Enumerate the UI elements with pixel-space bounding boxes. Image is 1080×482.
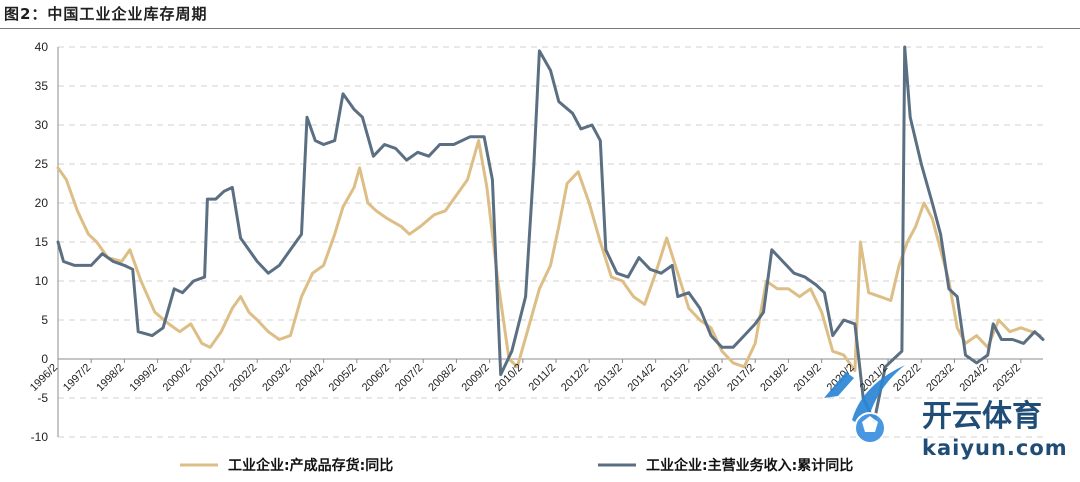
y-tick-labels: -10 -5 0 5 10 15 20 25 30 35 40: [31, 40, 49, 444]
x-tick-label: 2024/2: [958, 362, 990, 394]
x-tick-label: 2012/2: [559, 362, 591, 394]
y-tick-label: 10: [35, 274, 49, 288]
watermark-logo: 开云体育 kaiyun.com: [824, 365, 1068, 460]
x-tick-label: 2005/2: [327, 362, 359, 394]
legend: 工业企业:产成品存货:同比 工业企业:主营业务收入:累计同比: [180, 457, 853, 474]
x-tick-label: 1997/2: [61, 362, 93, 394]
x-tick-label: 1999/2: [127, 362, 159, 394]
x-tick-label: 2000/2: [161, 362, 193, 394]
x-tick-label: 2013/2: [592, 362, 624, 394]
watermark-url: kaiyun.com: [922, 436, 1068, 460]
series-lines: [56, 45, 1045, 423]
x-tick-label: 2023/2: [924, 362, 956, 394]
x-tick-label: 2002/2: [227, 362, 259, 394]
y-tick-label: 25: [35, 157, 49, 171]
y-tick-label: 0: [41, 352, 48, 366]
x-tick-label: 2009/2: [459, 362, 491, 394]
watermark-k-swoosh: [824, 365, 905, 430]
x-tick-label: 2019/2: [791, 362, 823, 394]
x-tick-label: 2025/2: [991, 362, 1023, 394]
legend-label-revenue: 工业企业:主营业务收入:累计同比: [646, 457, 853, 474]
x-tick-label: 2007/2: [393, 362, 425, 394]
y-tick-label: 5: [41, 313, 48, 327]
legend-label-inventory: 工业企业:产成品存货:同比: [228, 457, 393, 474]
y-tick-label: 30: [35, 118, 49, 132]
watermark-ball-pattern: [862, 416, 878, 432]
y-tick-label: -10: [31, 430, 49, 444]
x-tick-label: 2018/2: [758, 362, 790, 394]
x-tick-label: 2022/2: [891, 362, 923, 394]
y-tick-label: 40: [35, 40, 49, 54]
figure-title: 图2：中国工业企业库存周期: [4, 5, 208, 23]
title-rule: [0, 28, 1080, 29]
x-tick-label: 2010/2: [493, 362, 525, 394]
x-tick-label: 2011/2: [526, 362, 558, 394]
series-line-inventory: [56, 139, 1042, 373]
x-tick-label: 2014/2: [625, 362, 657, 394]
x-tick-label: 2003/2: [260, 362, 292, 394]
x-tick-label: 2015/2: [659, 362, 691, 394]
y-tick-label: 35: [35, 79, 49, 93]
x-tick-label: 2001/2: [194, 362, 226, 394]
x-tick-label: 2008/2: [426, 362, 458, 394]
x-tick-label: 2016/2: [692, 362, 724, 394]
y-tick-label: 20: [35, 196, 49, 210]
x-tick-label: 2004/2: [293, 362, 325, 394]
x-tick-label: 2006/2: [360, 362, 392, 394]
x-tick-label: 1998/2: [94, 362, 126, 394]
y-tick-label: 15: [35, 235, 49, 249]
watermark-brand: 开云体育: [922, 399, 1042, 434]
series-line-revenue: [56, 45, 1045, 423]
y-tick-label: -5: [37, 391, 48, 405]
x-tick-label: 1996/2: [28, 362, 60, 394]
